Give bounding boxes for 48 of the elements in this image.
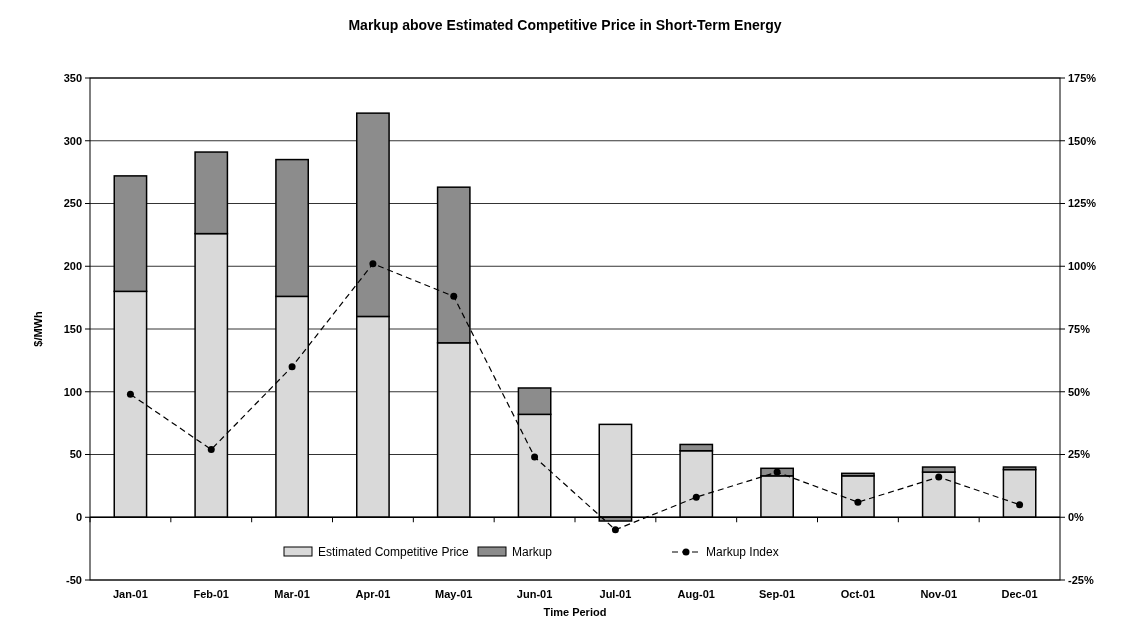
x-tick-label: Apr-01 [355,588,391,600]
point [611,526,619,534]
y-tick-label: 200 [63,260,82,273]
y-tick-label: 0 [75,511,82,524]
x-tick-label: Feb-01 [193,588,229,600]
legend-label: Estimated Competitive Price [318,545,470,560]
x-axis-title: Time Period [543,606,607,618]
y-tick-label: 50 [69,448,82,461]
x-tick-label: Sep-01 [759,588,796,600]
point [450,292,458,300]
x-tick-label: Jul-01 [599,588,632,600]
x-tick-label: Dec-01 [1001,588,1038,600]
point [854,498,862,506]
x-tick-label: Nov-01 [920,588,958,600]
x-tick-label: Mar-01 [274,588,310,600]
y-tick-label: 150 [63,322,82,335]
point [692,493,700,501]
y2-tick-label: 25% [1068,448,1091,461]
point [207,445,215,453]
y-tick-label: 300 [63,134,82,147]
y-axis-title: $/MWh [32,311,44,347]
y2-tick-label: 100% [1068,260,1097,273]
x-tick-label: Aug-01 [677,588,715,600]
y2-tick-label: 125% [1068,197,1097,210]
y2-tick-label: 175% [1068,71,1097,84]
x-tick-label: Oct-01 [840,588,876,600]
y2-tick-label: 150% [1068,134,1097,147]
x-tick-label: May-01 [435,588,473,600]
x-tick-label: Jan-01 [112,588,148,600]
y2-tick-label: 0% [1068,511,1085,524]
legend-label: Markup [512,545,553,560]
point [126,390,134,398]
y-tick-label: 250 [63,197,82,210]
y-tick-label: -50 [66,573,82,586]
point [288,363,296,371]
legend-label: Markup Index [706,545,779,560]
y-tick-label: 100 [63,385,82,398]
y2-tick-label: -25% [1068,573,1094,586]
point [1016,501,1024,509]
chart-title: Markup above Estimated Competitive Price in Short-Term Energy [348,17,782,33]
y2-tick-label: 50% [1068,385,1091,398]
y2-tick-label: 75% [1068,322,1091,335]
y-tick-label: 350 [63,71,82,84]
point [369,260,377,268]
point [531,453,539,461]
point [773,468,781,476]
x-tick-label: Jun-01 [516,588,553,600]
point [935,473,943,481]
